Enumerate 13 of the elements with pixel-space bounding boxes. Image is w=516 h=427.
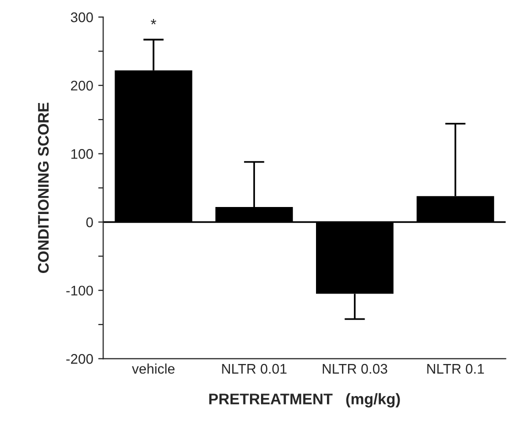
y-tick-label: -200 — [66, 354, 93, 364]
y-tick-label: 0 — [86, 217, 93, 228]
y-tick-label: 300 — [70, 12, 93, 22]
y-axis-title: CONDITIONING SCORE — [38, 102, 49, 273]
x-tick-label: vehicle — [132, 364, 175, 374]
y-tick-label: 200 — [71, 80, 93, 91]
y-tick-label: -100 — [66, 286, 93, 296]
y-tick-label: 100 — [71, 149, 93, 159]
x-tick-label: NLTR 0.1 — [427, 364, 484, 374]
annotation: * — [150, 19, 156, 24]
x-axis-title: PRETREATMENT (mg/kg) — [209, 393, 400, 408]
x-tick-label: NLTR 0.01 — [222, 364, 287, 374]
x-tick-label: NLTR 0.03 — [322, 364, 388, 374]
